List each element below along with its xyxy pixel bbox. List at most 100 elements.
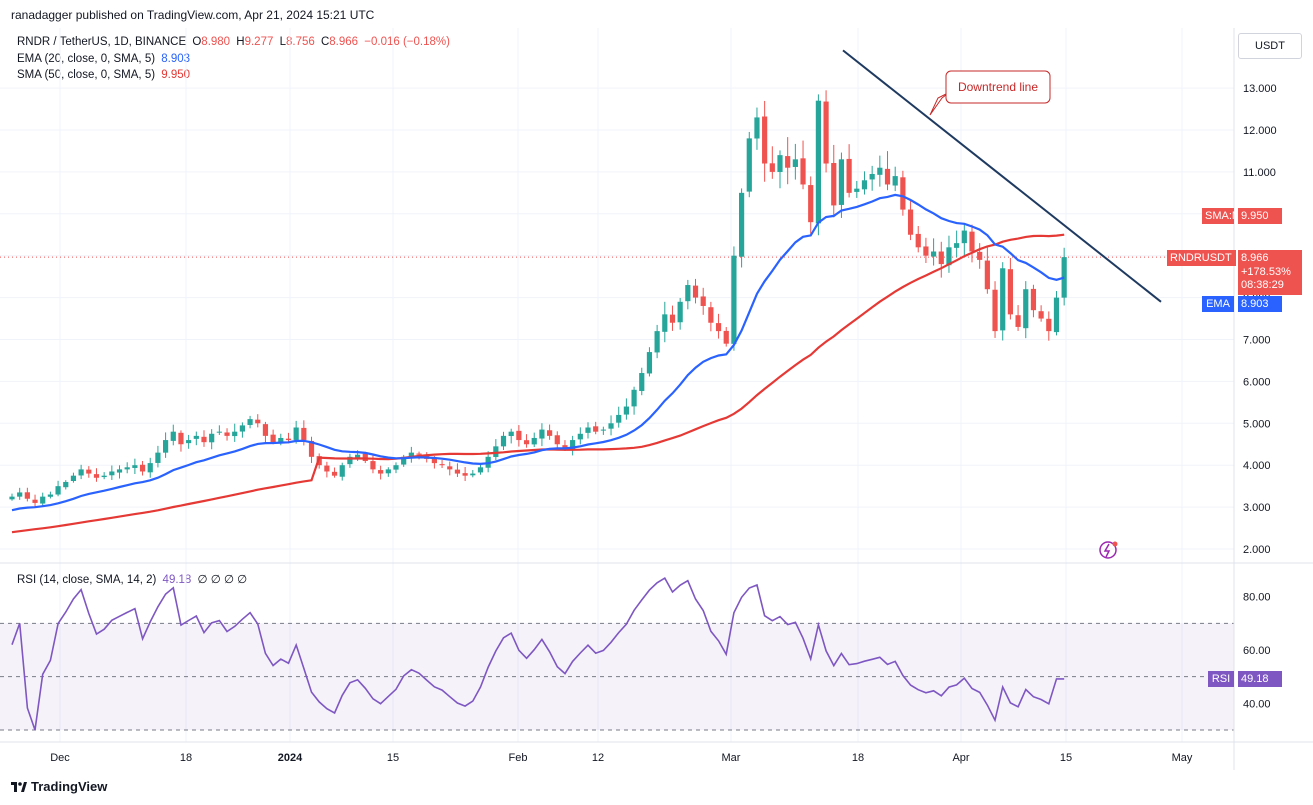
candle-body <box>523 440 530 445</box>
time-tick-label: Dec <box>50 752 70 764</box>
candle-body <box>47 494 53 497</box>
price-tick-label: 2.000 <box>1243 544 1271 556</box>
time-axis[interactable]: Dec 18 2024 15 Feb 12 Mar 18 Apr 15 May <box>50 752 1193 764</box>
candle-body <box>339 465 345 477</box>
rsi-legend[interactable]: RSI (14, close, SMA, 14, 2) 49.18 ∅ ∅ ∅ … <box>17 572 247 586</box>
last-price: 8.966 <box>1241 252 1269 264</box>
rsi-pane: 40.00 60.00 80.00 <box>0 576 1271 731</box>
candle-body <box>201 436 207 443</box>
candle-body <box>616 414 622 423</box>
symbol-legend[interactable]: RNDR / TetherUS, 1D, BINANCE O8.980 H9.2… <box>17 36 450 48</box>
candle-body <box>662 314 668 332</box>
candle-body <box>447 466 453 470</box>
downtrend-line[interactable] <box>842 49 1162 303</box>
sma-legend-label: SMA (50, close, 0, SMA, 5) <box>17 69 156 81</box>
candle-body <box>163 440 169 453</box>
candle-body <box>477 467 484 473</box>
price-tick-label: 7.000 <box>1243 335 1271 347</box>
candle-body <box>746 138 752 192</box>
ema-legend[interactable]: EMA (20, close, 0, SMA, 5) 8.903 <box>17 53 190 65</box>
candle-body <box>1046 318 1052 332</box>
candle-body <box>777 155 783 172</box>
candle-body <box>262 424 269 436</box>
tradingview-brand: TradingView <box>31 779 108 794</box>
candle-body <box>700 296 706 306</box>
candle-body <box>977 251 983 260</box>
candle-body <box>646 352 653 374</box>
candle-body <box>585 427 591 433</box>
currency-selector[interactable]: USDT <box>1238 33 1302 59</box>
rsi-tick-label: 60.00 <box>1243 645 1271 657</box>
bar-countdown: 08:38:29 <box>1241 279 1284 291</box>
candle-body <box>101 475 107 478</box>
time-tick-label: 12 <box>592 752 604 764</box>
ema-tag-name: EMA <box>1202 296 1234 312</box>
candle-body <box>32 499 38 503</box>
price-tick-label: 13.000 <box>1243 83 1277 95</box>
time-tick-label: Mar <box>722 752 741 764</box>
candle-body <box>462 473 468 476</box>
candle-body <box>1061 257 1067 298</box>
rsi-legend-label: RSI (14, close, SMA, 14, 2) <box>17 574 157 586</box>
low-label: L <box>279 36 286 48</box>
lightning-icon[interactable] <box>1099 541 1118 559</box>
change-value: −0.016 (−0.18%) <box>364 36 450 48</box>
rsi-line <box>11 576 1065 731</box>
candle-body <box>63 481 69 488</box>
candle-body <box>470 473 476 476</box>
rsi-legend-extra: ∅ ∅ ∅ ∅ <box>197 574 248 586</box>
sma-line <box>11 233 1065 534</box>
ema-line <box>11 193 1065 512</box>
sma-tag-name: SMA:MA <box>1202 208 1248 224</box>
candle-body <box>854 188 860 192</box>
candle-body <box>347 456 353 465</box>
candle-body <box>78 469 84 476</box>
candle-body <box>769 163 775 172</box>
candle-body <box>685 285 691 302</box>
candle-body <box>762 116 768 164</box>
candle-body <box>961 230 967 244</box>
candle-body <box>754 117 760 139</box>
price-axis[interactable]: 2.0003.0004.0005.0006.0007.0008.0009.000… <box>1243 83 1277 556</box>
callout-text: Downtrend line <box>958 80 1038 94</box>
candle-body <box>838 159 845 205</box>
candle-body <box>808 185 814 223</box>
candle-body <box>355 454 361 458</box>
candle-body <box>739 192 745 257</box>
downtrend-callout[interactable]: Downtrend line <box>929 70 1051 116</box>
candle-body <box>1000 268 1006 331</box>
candle-body <box>954 243 960 248</box>
candle-body <box>1007 269 1013 315</box>
candle-body <box>401 456 407 465</box>
high-label: H <box>236 36 245 48</box>
candle-body <box>224 432 230 436</box>
candle-body <box>293 427 299 440</box>
candle-body <box>669 314 676 323</box>
candle-body <box>823 101 829 164</box>
open-label: O <box>192 36 202 48</box>
candle-body <box>209 433 215 443</box>
candle-body <box>155 452 161 463</box>
candle-body <box>393 465 399 470</box>
candle-body <box>278 437 284 443</box>
candle-body <box>562 445 568 449</box>
candle-body <box>539 429 545 439</box>
candle-body <box>216 431 222 433</box>
candle-body <box>378 470 384 474</box>
candle-body <box>454 469 461 474</box>
candle-body <box>270 434 276 443</box>
time-tick-label: 2024 <box>278 752 303 764</box>
sma-legend[interactable]: SMA (50, close, 0, SMA, 5) 9.950 <box>17 69 190 81</box>
candle-body <box>577 433 583 440</box>
candle-body <box>1023 289 1029 329</box>
candle-body <box>915 233 921 248</box>
candle-body <box>593 426 599 432</box>
candle-body <box>938 251 944 265</box>
tradingview-logo[interactable]: TradingView <box>11 779 107 794</box>
candle-body <box>654 331 660 353</box>
candle-body <box>93 474 100 478</box>
candle-body <box>124 467 130 470</box>
candle-body <box>692 285 699 298</box>
candle-body <box>708 307 714 323</box>
